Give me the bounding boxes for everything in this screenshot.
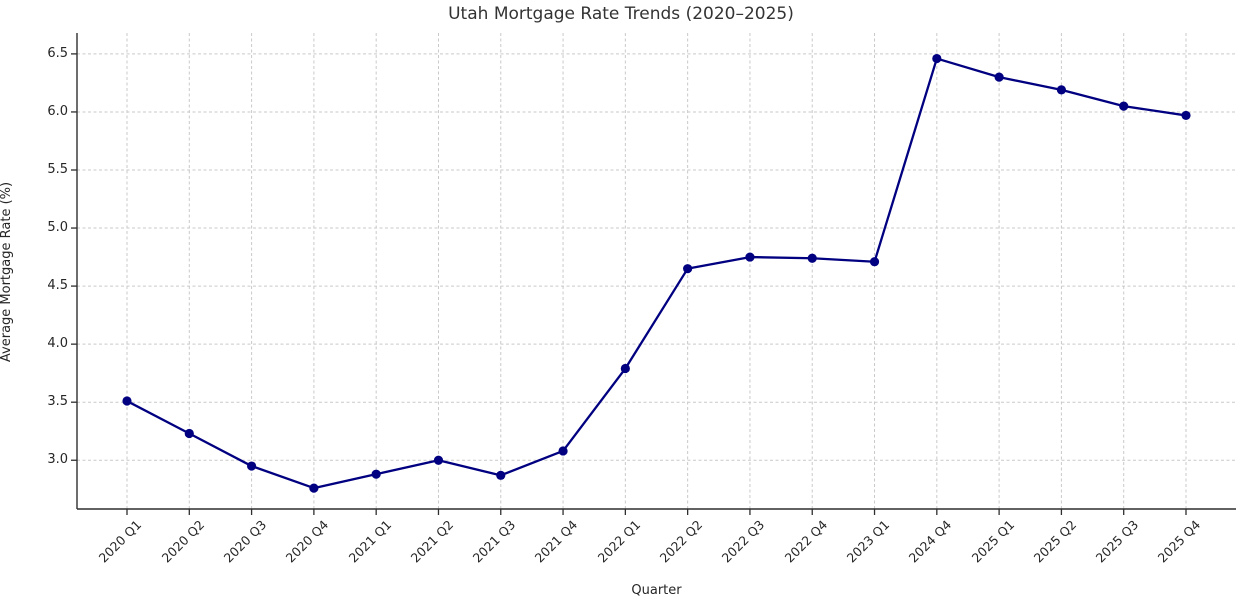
data-point: [1181, 110, 1191, 121]
data-point: [994, 72, 1004, 82]
y-tick-label: 5.5: [47, 161, 68, 177]
data-line: [126, 57, 1187, 490]
x-axis-label: Quarter: [631, 583, 682, 598]
data-point: [869, 257, 880, 267]
y-tick-label: 5.0: [47, 220, 68, 236]
data-point: [1056, 85, 1067, 95]
data-point: [371, 469, 381, 479]
chart-title: Utah Mortgage Rate Trends (2020–2025): [448, 4, 794, 24]
data-point: [433, 455, 444, 465]
y-tick-label: 3.5: [47, 394, 68, 410]
data-point: [309, 483, 319, 493]
data-point: [932, 53, 942, 64]
data-point: [496, 470, 506, 480]
data-point: [246, 461, 257, 471]
data-point: [620, 363, 630, 374]
y-tick-label: 6.0: [47, 103, 68, 119]
data-point: [745, 252, 755, 262]
data-point: [683, 264, 693, 274]
y-tick-label: 6.5: [47, 45, 68, 61]
data-point: [122, 396, 132, 406]
data-point: [558, 446, 568, 456]
data-point: [184, 428, 194, 439]
y-tick-label: 3.0: [47, 452, 68, 468]
data-point: [1119, 101, 1129, 111]
data-point: [807, 253, 817, 263]
y-tick-label: 4.0: [47, 336, 68, 352]
y-tick-label: 4.5: [47, 278, 68, 294]
